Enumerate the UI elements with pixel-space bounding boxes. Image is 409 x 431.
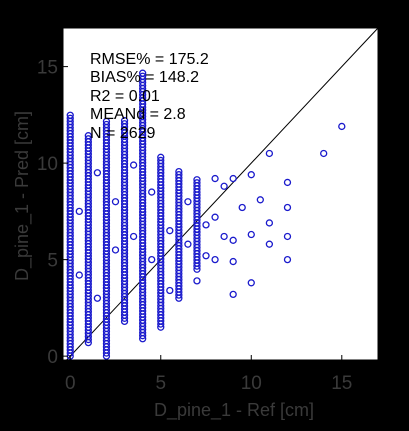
data-point: [129, 232, 138, 241]
data-point: [157, 156, 165, 165]
data-point: [256, 196, 264, 204]
data-point: [129, 161, 138, 169]
data-point: [283, 232, 292, 241]
data-point: [75, 207, 83, 216]
data-point: [193, 277, 201, 285]
data-point: [238, 203, 246, 212]
data-point: [148, 255, 156, 264]
data-point: [139, 72, 147, 80]
data-point: [148, 188, 156, 196]
data-point: [265, 149, 274, 158]
data-point: [111, 198, 120, 206]
y-tick-label: 5: [47, 251, 58, 272]
data-point: [120, 117, 129, 125]
data-point: [265, 219, 274, 227]
stat-n: N = 2629: [90, 125, 155, 142]
data-point: [111, 246, 120, 254]
y-tick-label: 0: [47, 347, 58, 368]
data-point: [229, 257, 237, 266]
data-point: [184, 240, 192, 248]
x-tick-label: 0: [65, 373, 76, 394]
plot-frame: [62, 27, 379, 361]
data-point: [247, 230, 255, 239]
data-points: [66, 69, 346, 360]
y-ticks: 0 5 10 15: [37, 58, 68, 368]
data-point: [202, 221, 210, 229]
data-point: [93, 169, 102, 177]
stat-bias: BIAS% = 148.2: [90, 69, 199, 86]
data-point: [84, 132, 92, 140]
one-to-one-line: [66, 27, 379, 361]
x-tick-label: 15: [331, 373, 352, 394]
data-point: [66, 111, 74, 119]
data-point: [265, 240, 274, 248]
data-point: [120, 120, 129, 128]
data-point: [102, 117, 111, 126]
data-point: [157, 153, 165, 161]
data-point: [283, 255, 292, 264]
data-point: [247, 171, 255, 179]
data-point: [283, 178, 292, 187]
data-point: [193, 176, 201, 184]
x-tick-label: 10: [241, 373, 262, 394]
data-point: [84, 135, 92, 143]
stat-meand: MEANd = 2.8: [90, 106, 186, 123]
data-point: [166, 286, 174, 295]
stats-box: RMSE% = 175.2 BIAS% = 148.2 R2 = 0.01 ME…: [90, 51, 209, 142]
stat-rmse: RMSE% = 175.2: [90, 51, 209, 68]
data-point: [75, 271, 83, 279]
data-point: [211, 174, 219, 183]
data-point: [338, 122, 346, 131]
data-point: [211, 213, 219, 221]
data-point: [229, 174, 237, 183]
y-tick-label: 15: [37, 58, 58, 79]
data-point: [211, 255, 219, 264]
data-point: [193, 179, 201, 187]
data-point: [66, 114, 74, 122]
data-point: [220, 182, 228, 190]
x-tick-label: 5: [155, 373, 166, 394]
data-point: [283, 203, 292, 212]
data-point: [229, 290, 237, 299]
data-point: [247, 279, 255, 287]
data-point: [184, 198, 192, 206]
y-axis-label: D_pine_1 - Pred [cm]: [12, 111, 33, 281]
x-ticks: 0 5 10 15: [65, 355, 352, 394]
data-point: [229, 236, 237, 244]
data-point: [139, 69, 147, 77]
data-point: [175, 167, 183, 176]
x-axis-label: D_pine_1 - Ref [cm]: [154, 400, 314, 421]
data-point: [202, 252, 210, 260]
data-point: [175, 171, 183, 179]
y-tick-label: 10: [37, 154, 58, 175]
data-point: [102, 120, 111, 129]
stat-r2: R2 = 0.01: [90, 88, 160, 105]
data-point: [320, 149, 328, 158]
data-point: [93, 294, 102, 302]
data-point: [220, 232, 228, 241]
data-point: [166, 227, 174, 235]
